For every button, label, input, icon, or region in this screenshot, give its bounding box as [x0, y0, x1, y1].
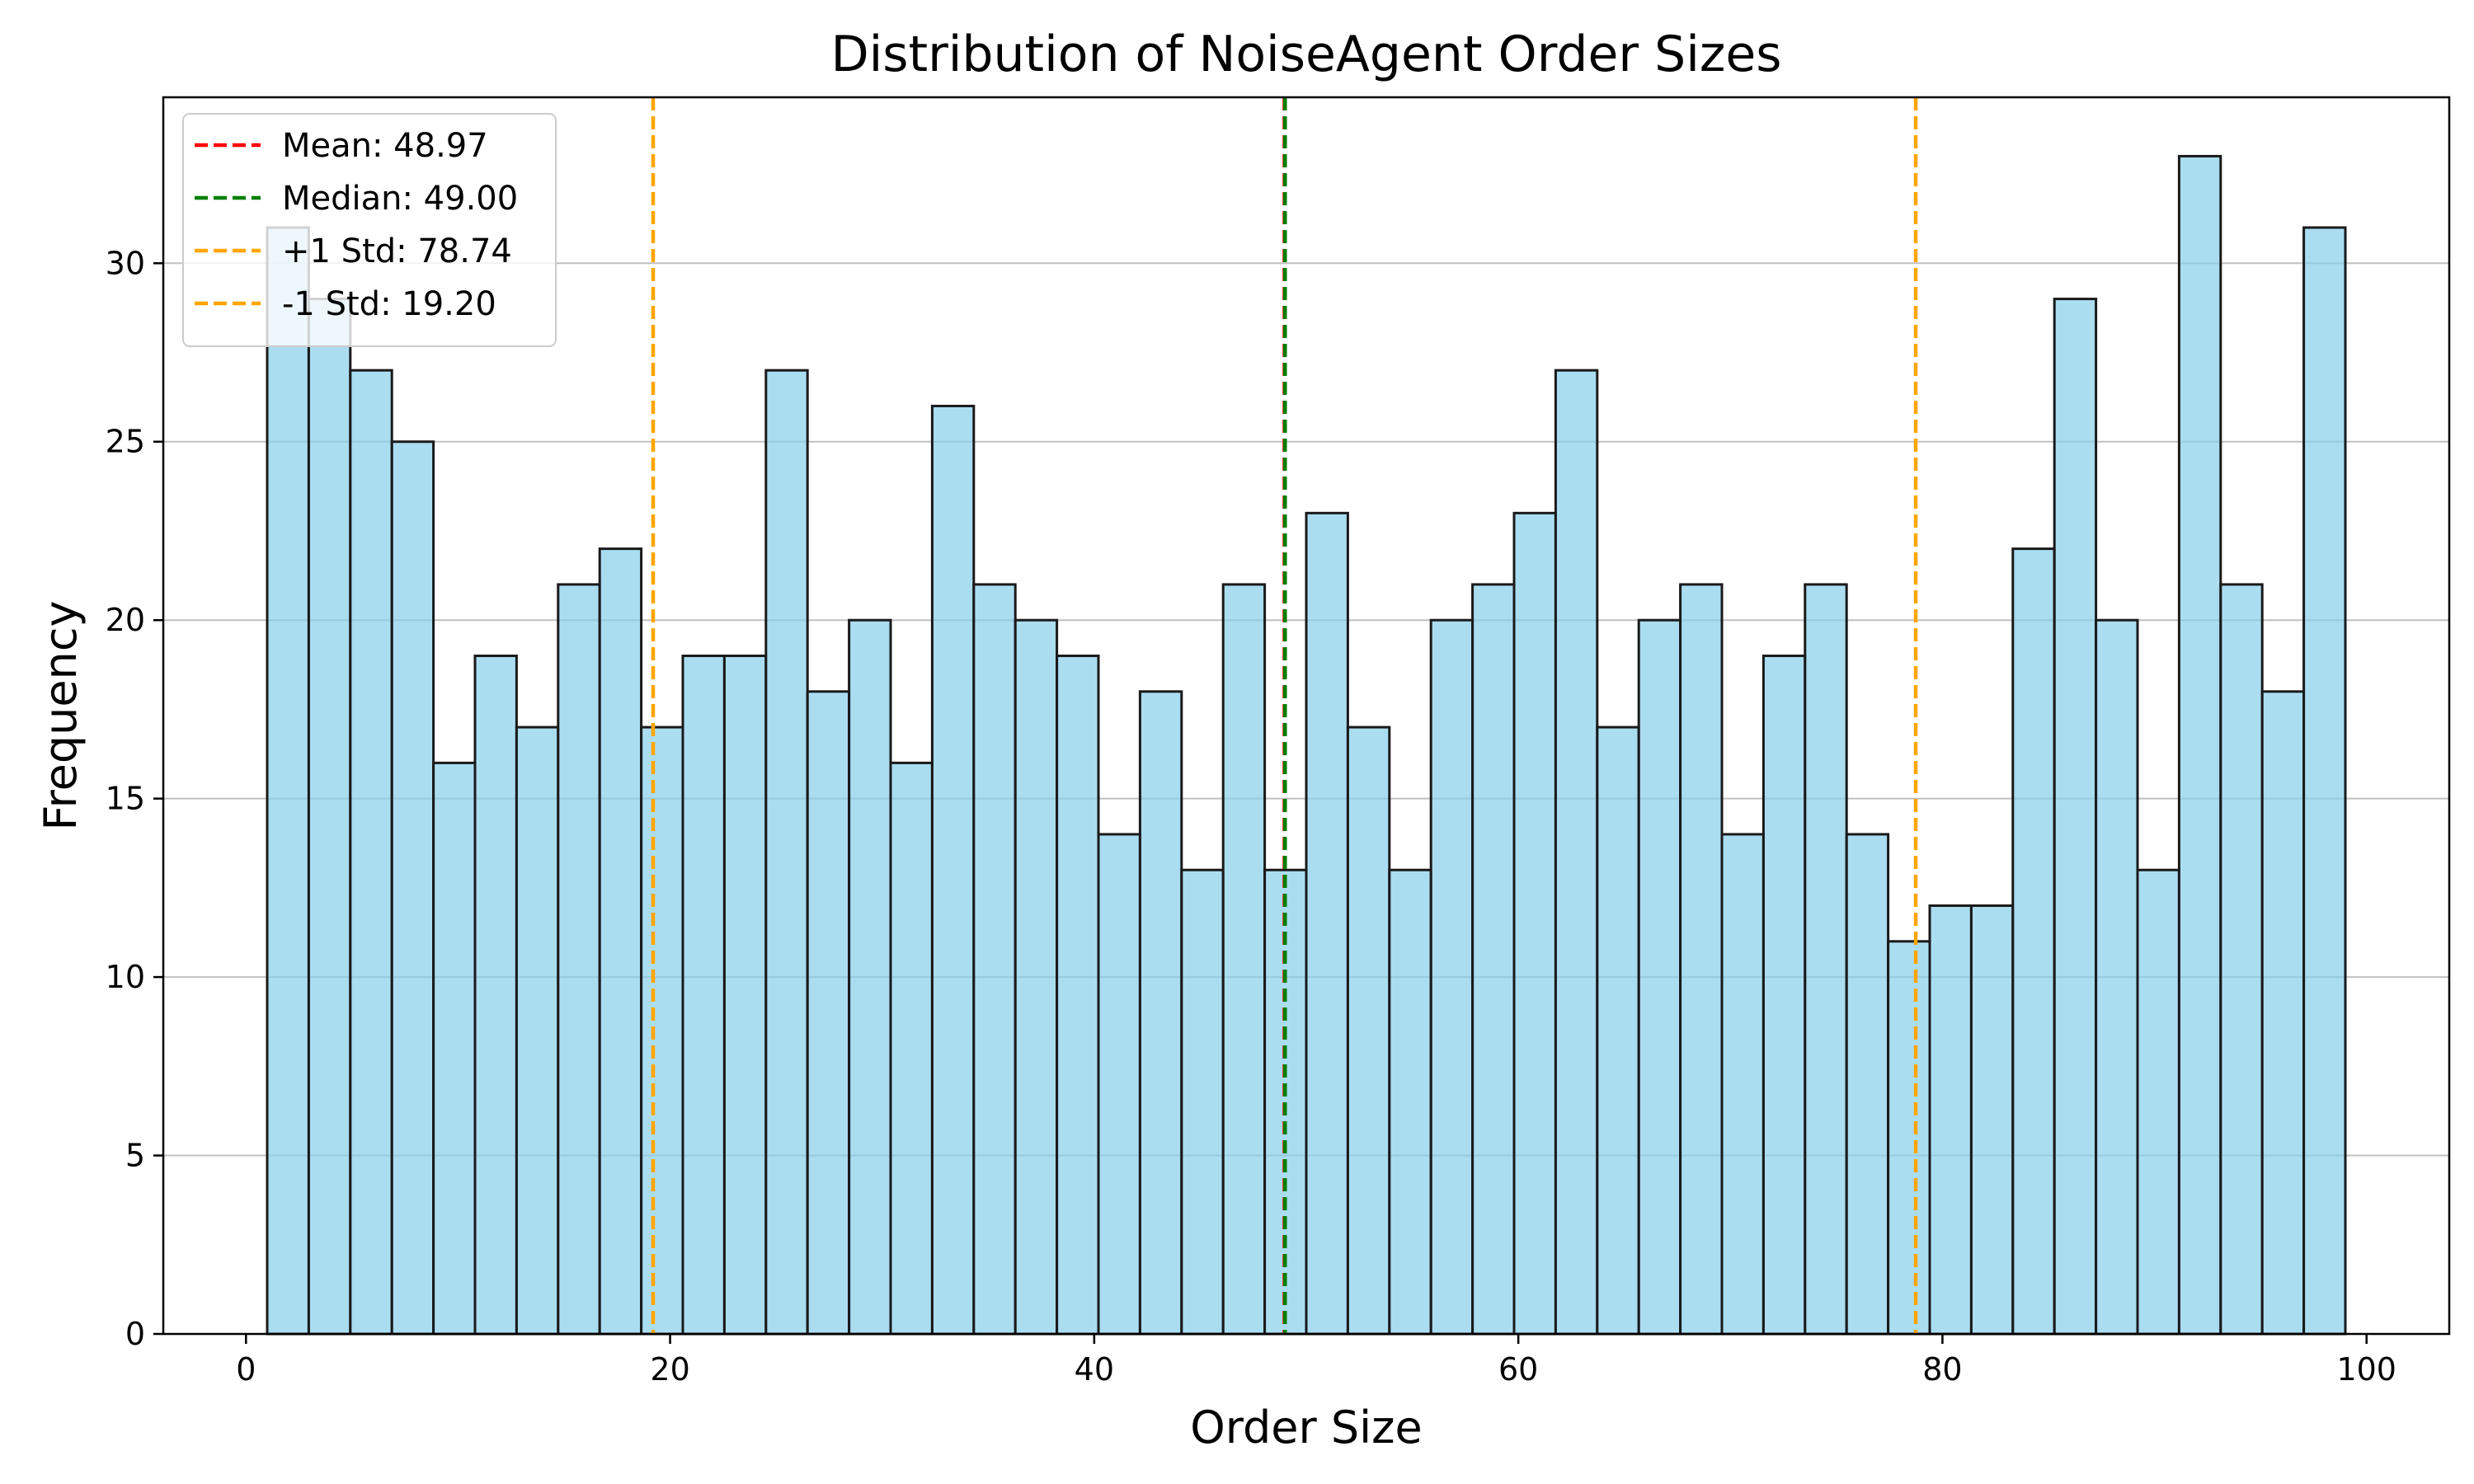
x-tick-label: 40: [1075, 1351, 1114, 1388]
x-tick-label: 20: [650, 1351, 689, 1388]
histogram-bar: [598, 547, 643, 1336]
histogram-bar: [2260, 690, 2306, 1336]
histogram-bar: [307, 298, 352, 1336]
x-tick-label: 0: [236, 1351, 256, 1388]
histogram-bar: [266, 226, 310, 1336]
histogram-bar: [349, 369, 393, 1336]
y-tick-label: 25: [106, 424, 145, 460]
chart-title: Distribution of NoiseAgent Order Sizes: [830, 26, 1781, 83]
y-tick-label: 0: [125, 1316, 145, 1352]
histogram-bar: [1429, 618, 1475, 1336]
histogram-bar: [764, 369, 809, 1336]
histogram-bar: [1804, 583, 1848, 1336]
plot-frame: [162, 96, 2451, 1336]
histogram-bar: [1097, 833, 1141, 1336]
histogram-bar: [640, 726, 684, 1336]
legend-entry-label: -1 Std: 19.20: [282, 285, 496, 323]
histogram-bar: [1845, 833, 1890, 1336]
y-tick-label: 15: [106, 781, 145, 817]
x-tick-label: 80: [1922, 1351, 1962, 1388]
histogram-bar: [432, 761, 477, 1336]
histogram-bar: [972, 583, 1017, 1336]
histogram-bar: [1761, 654, 1807, 1336]
histogram-bar: [1221, 583, 1267, 1336]
histogram-bar: [1928, 904, 1973, 1336]
x-axis-label: Order Size: [1190, 1402, 1422, 1453]
histogram-bar: [1720, 833, 1765, 1336]
x-axis-ticks: 0 20 40 60 80 100: [236, 1334, 2396, 1388]
y-tick-label: 20: [106, 602, 145, 638]
legend-entry-label: +1 Std: 78.74: [282, 232, 512, 270]
histogram-bar: [1305, 511, 1349, 1336]
histogram-bar: [1014, 618, 1059, 1336]
histogram-bar: [2011, 547, 2056, 1336]
y-axis-ticks: 0 5 10 15 20 25 30: [106, 245, 163, 1352]
histogram-bar: [722, 654, 768, 1336]
y-tick-label: 30: [106, 245, 145, 281]
histogram-bar: [2136, 868, 2180, 1336]
histogram-bar: [2177, 154, 2222, 1336]
legend-entry-label: Mean: 48.97: [282, 127, 488, 165]
legend: Mean: 48.97 Median: 49.00 +1 Std: 78.74 -1 …: [182, 113, 557, 347]
histogram-bar: [1596, 726, 1640, 1336]
x-tick-label: 60: [1498, 1351, 1538, 1388]
histogram-bar: [806, 690, 851, 1336]
x-tick-label: 100: [2336, 1351, 2396, 1388]
reference-lines: [651, 97, 1918, 1334]
histogram-bar: [1056, 654, 1100, 1336]
bars: [266, 154, 2347, 1336]
histogram-bar: [889, 761, 934, 1336]
histogram-bar: [557, 583, 601, 1336]
histogram-bar: [2095, 618, 2139, 1336]
histogram-bar: [1887, 940, 1931, 1336]
histogram-bar: [1512, 511, 1557, 1336]
histogram-bar: [1554, 369, 1599, 1336]
y-axis-label: Frequency: [35, 601, 87, 831]
histogram-bar: [473, 654, 518, 1336]
histogram-bar: [2302, 226, 2347, 1336]
histogram-bar: [681, 654, 726, 1336]
legend-entry-label: Median: 49.00: [282, 180, 518, 218]
histogram-bar: [1388, 868, 1432, 1336]
histogram-bar: [1138, 690, 1183, 1336]
histogram-bar: [1180, 868, 1225, 1336]
histogram-bar: [930, 404, 976, 1336]
y-tick-label: 5: [125, 1138, 145, 1174]
histogram-bar: [2219, 583, 2264, 1336]
histogram-bar: [2053, 298, 2098, 1336]
histogram-bar: [515, 726, 560, 1336]
histogram-bar: [848, 618, 892, 1336]
y-tick-label: 10: [106, 959, 145, 995]
histogram-bar: [390, 440, 435, 1336]
histogram-bar: [1679, 583, 1724, 1336]
histogram-bar: [1471, 583, 1516, 1336]
histogram-bar: [1637, 618, 1682, 1336]
histogram-bar: [1346, 726, 1391, 1336]
legend-box: [182, 113, 557, 347]
histogram-bar: [1969, 904, 2015, 1336]
